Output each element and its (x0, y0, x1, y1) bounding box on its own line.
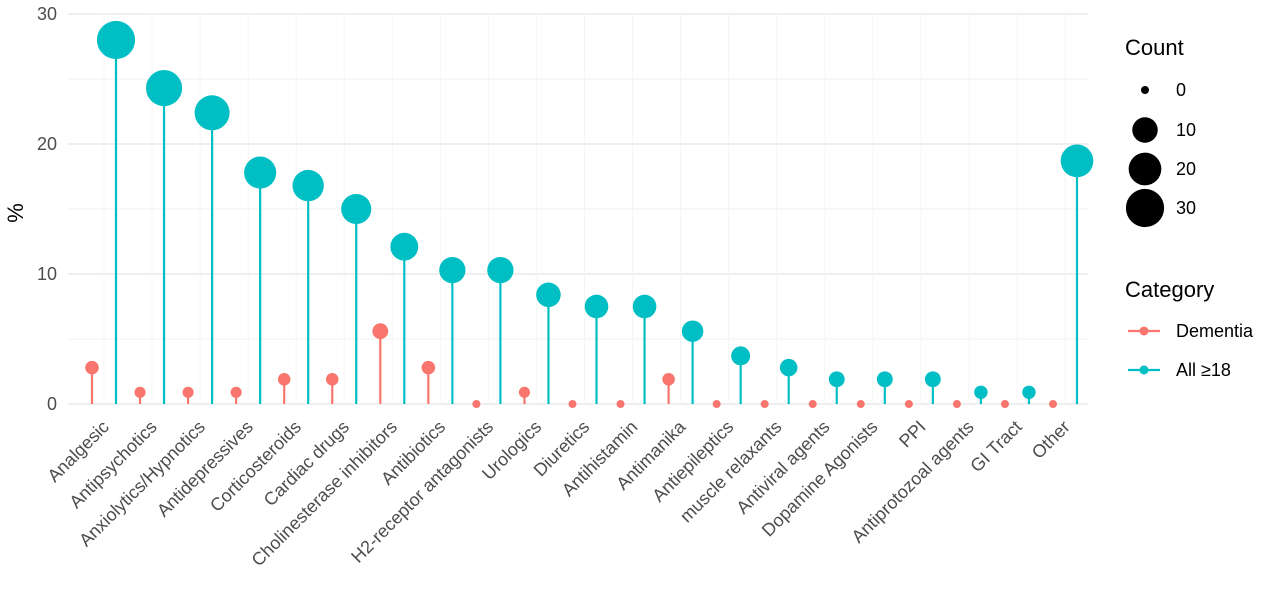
x-axis-ticks: AnalgesicAntipsychoticsAnxiolytics/Hypno… (43, 416, 1073, 570)
data-point (876, 371, 893, 388)
data-point (472, 400, 481, 408)
color-legend-label: All ≥18 (1176, 360, 1231, 380)
y-axis-ticks: 0 10 20 30 (37, 4, 57, 414)
data-point (1060, 144, 1094, 178)
data-point (712, 400, 721, 408)
size-legend-key (1141, 86, 1149, 94)
size-legend-label: 30 (1176, 198, 1196, 218)
data-point (487, 256, 514, 284)
data-point (632, 294, 657, 319)
data-point (731, 346, 751, 366)
grid-lines (68, 13, 1088, 405)
data-point (230, 386, 242, 398)
data-point (779, 358, 798, 377)
data-point (536, 282, 561, 308)
data-point (681, 320, 704, 342)
size-legend-label: 20 (1176, 159, 1196, 179)
y-tick-label: 20 (37, 134, 57, 154)
data-point (760, 400, 769, 408)
x-tick-label: GI Tract (966, 417, 1025, 476)
color-legend-key (1139, 326, 1149, 336)
data-point (974, 385, 988, 400)
size-legend-key (1132, 117, 1158, 143)
data-point (616, 400, 625, 408)
size-legend-label: 10 (1176, 120, 1196, 140)
data-point (439, 256, 466, 284)
data-point (421, 360, 436, 375)
data-point (96, 20, 136, 60)
data-point (372, 323, 389, 340)
size-legend-key (1128, 152, 1162, 186)
size-legend-key (1125, 188, 1165, 228)
color-legend-title: Category (1125, 277, 1214, 302)
points (85, 20, 1094, 408)
data-point (1022, 385, 1036, 400)
data-point (904, 400, 913, 408)
data-point (244, 156, 277, 189)
data-point (662, 373, 675, 386)
y-tick-label: 30 (37, 4, 57, 24)
color-legend-key (1139, 365, 1149, 375)
x-tick-label: Other (1028, 417, 1074, 463)
data-point (194, 95, 230, 131)
data-point (145, 70, 183, 107)
y-axis-title: % (3, 203, 28, 223)
data-point (584, 294, 609, 319)
data-point (856, 400, 865, 408)
data-point (1049, 400, 1057, 408)
data-point (828, 371, 845, 388)
size-legend: Count 0 10 20 30 (1125, 35, 1196, 228)
x-tick-label: PPI (895, 417, 930, 452)
data-point (568, 400, 577, 408)
data-point (390, 232, 419, 261)
data-point (292, 169, 324, 202)
data-point (134, 386, 146, 398)
data-point (341, 193, 372, 225)
data-point (1000, 400, 1009, 408)
color-legend: Category Dementia All ≥18 (1125, 277, 1254, 380)
data-point (277, 373, 291, 386)
data-point (808, 400, 817, 408)
data-point (85, 360, 99, 375)
data-point (924, 371, 941, 388)
y-tick-label: 10 (37, 264, 57, 284)
size-legend-label: 0 (1176, 80, 1186, 100)
y-tick-label: 0 (47, 394, 57, 414)
color-legend-label: Dementia (1176, 321, 1254, 341)
data-point (518, 386, 531, 398)
size-legend-title: Count (1125, 35, 1184, 60)
data-point (952, 400, 961, 408)
data-point (182, 386, 194, 398)
data-point (325, 373, 339, 386)
